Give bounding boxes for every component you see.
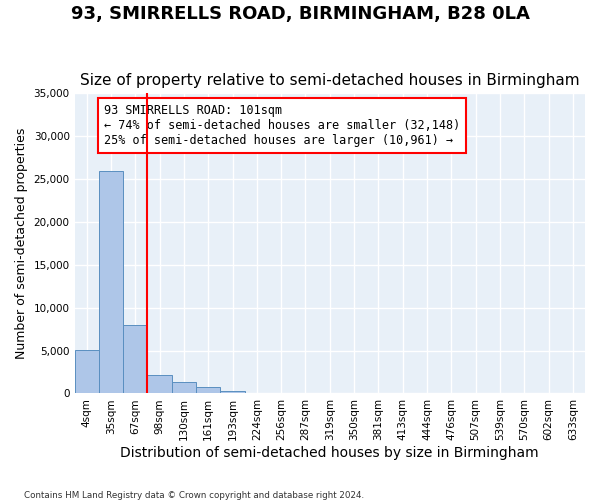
- Bar: [196, 388, 220, 394]
- Bar: [74, 350, 99, 394]
- Bar: [172, 382, 196, 394]
- Bar: [220, 391, 245, 394]
- Bar: [245, 392, 269, 394]
- X-axis label: Distribution of semi-detached houses by size in Birmingham: Distribution of semi-detached houses by …: [121, 446, 539, 460]
- Title: Size of property relative to semi-detached houses in Birmingham: Size of property relative to semi-detach…: [80, 73, 580, 88]
- Bar: [99, 170, 123, 394]
- Text: 93 SMIRRELLS ROAD: 101sqm
← 74% of semi-detached houses are smaller (32,148)
25%: 93 SMIRRELLS ROAD: 101sqm ← 74% of semi-…: [104, 104, 460, 146]
- Y-axis label: Number of semi-detached properties: Number of semi-detached properties: [15, 128, 28, 359]
- Bar: [123, 325, 148, 394]
- Bar: [148, 374, 172, 394]
- Text: 93, SMIRRELLS ROAD, BIRMINGHAM, B28 0LA: 93, SMIRRELLS ROAD, BIRMINGHAM, B28 0LA: [71, 5, 529, 23]
- Text: Contains HM Land Registry data © Crown copyright and database right 2024.: Contains HM Land Registry data © Crown c…: [24, 490, 364, 500]
